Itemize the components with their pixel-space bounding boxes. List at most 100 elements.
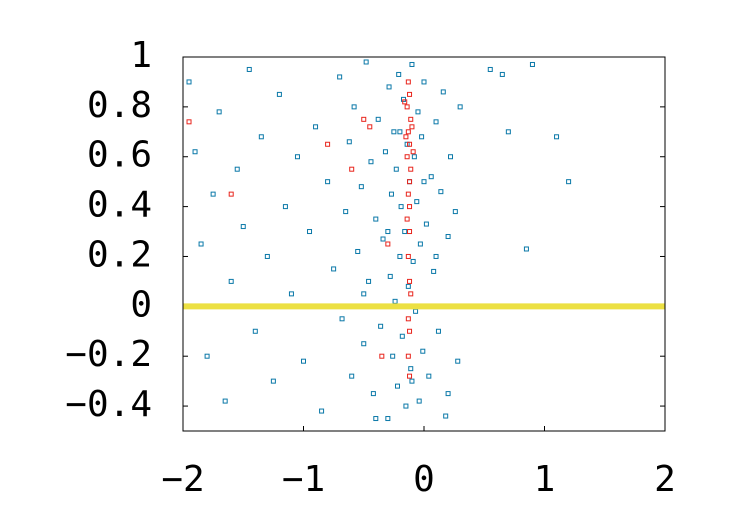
point (392, 298, 398, 304)
point (361, 116, 367, 122)
point (457, 104, 463, 110)
point (407, 179, 413, 185)
point (228, 191, 234, 197)
point (349, 166, 355, 172)
point (270, 378, 276, 384)
point (405, 253, 411, 259)
y-tick-label: −0.4 (65, 384, 152, 425)
point (417, 241, 423, 247)
point (358, 184, 364, 190)
point (410, 258, 416, 264)
point (394, 383, 400, 389)
point (186, 119, 192, 125)
point (523, 246, 529, 252)
point (355, 248, 361, 254)
y-tick-label: 0.2 (87, 234, 152, 275)
point (407, 278, 413, 284)
point (368, 159, 374, 165)
point (445, 234, 451, 240)
point (288, 291, 294, 297)
point (349, 373, 355, 379)
point (403, 403, 409, 409)
point (409, 61, 415, 67)
point (405, 353, 411, 359)
point (404, 104, 410, 110)
plot-frame (182, 56, 666, 432)
point (405, 316, 411, 322)
x-tick-label: 0 (413, 459, 435, 500)
point (258, 134, 264, 140)
point (228, 278, 234, 284)
point (313, 124, 319, 130)
point (325, 141, 331, 147)
point (366, 278, 372, 284)
point (282, 204, 288, 210)
point (421, 179, 427, 185)
point (438, 189, 444, 195)
point (487, 66, 493, 72)
point (379, 353, 385, 359)
point (385, 241, 391, 247)
point (337, 74, 343, 80)
point (186, 79, 192, 85)
point (409, 378, 415, 384)
point (452, 209, 458, 215)
point (361, 291, 367, 297)
point (403, 134, 409, 140)
point (388, 191, 394, 197)
point (325, 179, 331, 185)
point (373, 216, 379, 222)
point (198, 241, 204, 247)
point (421, 79, 427, 85)
point (407, 179, 413, 185)
point (351, 104, 357, 110)
point (398, 204, 404, 210)
y-tick-label: 0.4 (87, 185, 152, 226)
point (416, 398, 422, 404)
y-tick-label: −0.2 (65, 334, 152, 375)
point (397, 253, 403, 259)
point (554, 134, 560, 140)
point (455, 358, 461, 364)
point (428, 174, 434, 180)
point (407, 373, 413, 379)
point (529, 61, 535, 67)
point (404, 216, 410, 222)
point (240, 224, 246, 230)
point (339, 316, 345, 322)
point (396, 71, 402, 77)
point (407, 328, 413, 334)
point (204, 353, 210, 359)
point (382, 149, 388, 155)
point (407, 229, 413, 235)
point (426, 373, 432, 379)
point (433, 253, 439, 259)
point (409, 124, 415, 130)
point (440, 89, 446, 95)
point (380, 236, 386, 242)
point (387, 273, 393, 279)
point (301, 358, 306, 364)
point (399, 333, 405, 339)
point (216, 109, 222, 115)
point (411, 154, 417, 160)
point (391, 129, 397, 135)
point (234, 166, 240, 172)
point (343, 209, 349, 215)
point (413, 308, 419, 314)
point (390, 353, 396, 359)
point (246, 66, 252, 72)
point (435, 328, 441, 334)
point (408, 366, 414, 372)
point (443, 413, 449, 419)
y-tick-label: 0.8 (87, 85, 152, 126)
point (319, 408, 325, 414)
point (393, 166, 399, 172)
point (405, 283, 411, 289)
point (307, 229, 313, 235)
point (405, 129, 411, 135)
x-tick-label: 1 (534, 459, 556, 500)
point (331, 266, 337, 272)
point (294, 154, 300, 160)
point (419, 134, 425, 140)
